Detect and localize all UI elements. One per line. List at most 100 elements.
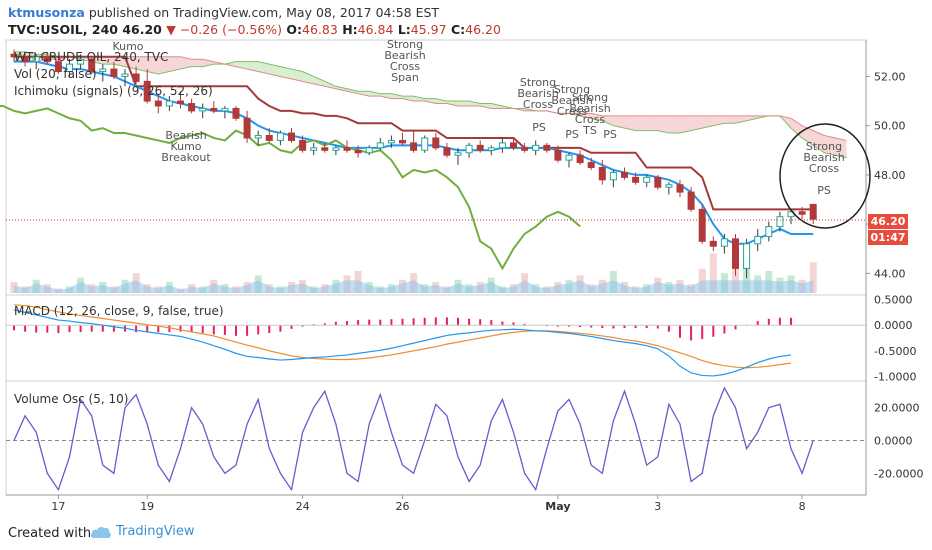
macd-histogram-bar: [457, 317, 459, 326]
candle: [254, 130, 262, 146]
cloud-segment: [635, 115, 647, 131]
vosc-line: [13, 386, 814, 492]
tradingview-brand[interactable]: TradingView: [90, 524, 195, 539]
macd-histogram-bar: [712, 325, 715, 337]
candle-body: [809, 203, 817, 220]
macd-histogram-bar: [346, 321, 348, 326]
candle: [709, 236, 717, 252]
candle: [754, 229, 762, 252]
candle: [21, 51, 29, 67]
macd-histogram-bar: [135, 325, 138, 333]
candle-body: [77, 58, 85, 65]
volume-bars: [10, 253, 817, 293]
macd-signal-line: [13, 304, 792, 369]
cloud-segment: [591, 113, 603, 121]
cloud-segment: [813, 130, 825, 153]
cloud-segment: [113, 56, 125, 67]
cloud-segment: [380, 93, 392, 99]
highlight-circle: [779, 123, 871, 229]
candle: [32, 54, 40, 70]
candle-body: [676, 184, 684, 193]
price-tick-label: 44.00: [874, 267, 906, 280]
candle-body: [143, 80, 151, 102]
macd-histogram-bar: [323, 323, 326, 326]
candle-body: [243, 117, 251, 139]
chart-annotation: Bearish Kumo Breakout: [161, 129, 211, 164]
candle: [510, 137, 517, 151]
macd-histogram-bar: [479, 319, 482, 326]
volume-bar: [709, 253, 717, 293]
candle: [554, 145, 562, 163]
candle-body: [21, 56, 29, 63]
candle-body: [99, 68, 107, 73]
candle: [77, 54, 85, 70]
candle: [521, 142, 529, 153]
chart-canvas[interactable]: 52.0050.0048.0046.0044.000.50000.0000-0.…: [0, 0, 932, 518]
candle: [177, 91, 184, 109]
candle-body: [454, 152, 462, 156]
candle: [54, 56, 62, 74]
candle: [154, 93, 162, 114]
candle-body: [565, 154, 573, 161]
candle: [421, 135, 429, 153]
candle-body: [299, 139, 307, 151]
macd-histogram-bar: [157, 325, 160, 333]
vosc-label: Volume Osc (5, 10): [14, 392, 129, 406]
candle-body: [288, 132, 295, 141]
candle-body: [498, 142, 506, 149]
close-value: 46.20: [465, 22, 501, 37]
vosc-pane[interactable]: [5, 380, 867, 496]
author-name[interactable]: ktmusonza: [8, 5, 85, 20]
macd-histogram-bar: [301, 325, 304, 327]
cloud-segment: [258, 61, 270, 74]
cloud-segment: [391, 93, 403, 99]
candle: [265, 128, 273, 143]
candle: [732, 233, 739, 276]
price-label-symbol: WTI CRUDE OIL, 240, TVC: [14, 50, 169, 64]
time-tick-label: 8: [799, 500, 806, 513]
candle-body: [632, 176, 640, 183]
candle-body: [88, 58, 96, 73]
cloud-segment: [613, 115, 625, 129]
cloud-segment: [835, 137, 847, 158]
cloud-segment: [424, 98, 436, 104]
candle: [288, 128, 295, 143]
cloud-segment: [280, 66, 292, 79]
cloud-segment: [247, 61, 259, 72]
candle-body: [54, 61, 62, 73]
candle: [532, 140, 540, 156]
candle-body: [376, 142, 384, 149]
macd-tick-label: 0.5000: [874, 294, 913, 307]
cloud-segment: [668, 115, 680, 134]
footer: Created with TradingView: [0, 518, 932, 550]
candle-body: [188, 103, 196, 112]
candle: [110, 61, 118, 79]
macd-histogram-bar: [379, 319, 382, 326]
macd-histogram-bar: [756, 321, 759, 326]
candle-body: [132, 73, 140, 82]
cloud-segment: [702, 115, 714, 129]
candle: [387, 135, 395, 148]
price-tick-label: 52.00: [874, 70, 906, 83]
candle-body: [232, 107, 240, 119]
publish-info: ktmusonza published on TradingView.com, …: [8, 5, 439, 20]
chikou-line: [0, 104, 581, 271]
candle-body: [609, 171, 617, 181]
macd-histogram-bar: [368, 319, 371, 326]
created-with-text: Created with: [8, 526, 92, 541]
macd-histogram-bar: [24, 325, 27, 332]
macd-histogram-bar: [423, 317, 426, 326]
vosc-tick-label: 0.0000: [874, 434, 913, 447]
candle: [354, 145, 362, 158]
chart-header: ktmusonza published on TradingView.com, …: [0, 0, 932, 40]
cloud-segment: [824, 135, 836, 156]
macd-histogram-bar: [168, 325, 171, 333]
candle: [687, 187, 695, 212]
candle-body: [687, 191, 695, 210]
candle-body: [598, 167, 606, 181]
candle: [809, 203, 817, 225]
candle-body: [310, 147, 318, 151]
vosc-tick-label: -20.0000: [874, 467, 923, 480]
chart-annotation: PS: [532, 121, 546, 134]
candle-body: [121, 73, 129, 77]
